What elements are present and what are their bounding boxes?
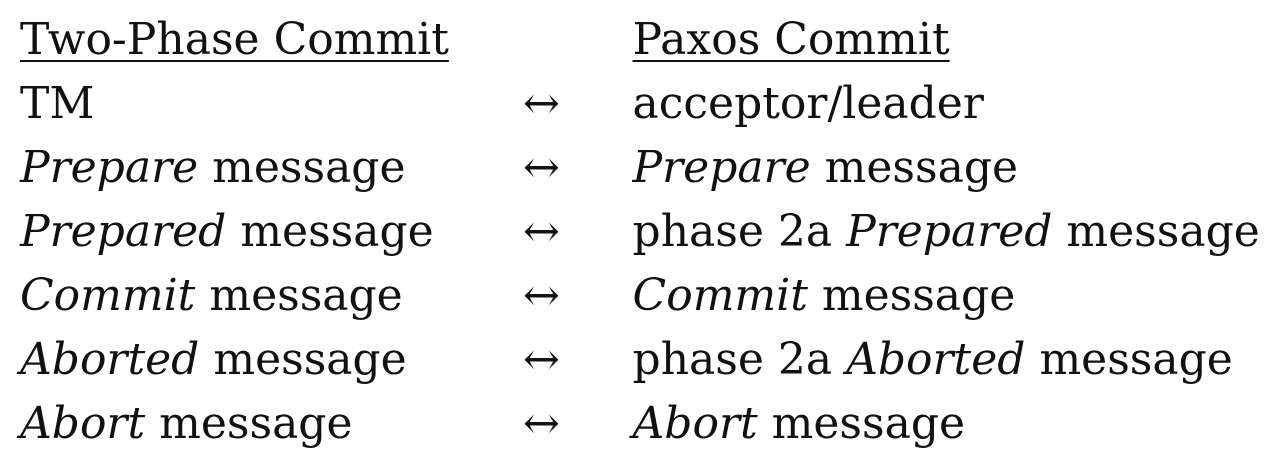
paxos-term: acceptor/leader bbox=[633, 72, 1260, 136]
mapping-row: Aborted message ↔ phase 2a Aborted messa… bbox=[20, 328, 1260, 392]
right-column-header: Paxos Commit bbox=[633, 8, 1260, 72]
term-text: message bbox=[757, 398, 966, 449]
term-italic: Aborted bbox=[846, 334, 1026, 385]
term-italic: Commit bbox=[632, 270, 808, 321]
paxos-term: Abort message bbox=[633, 392, 1260, 456]
term-text: message bbox=[226, 206, 434, 257]
term-italic: Abort bbox=[632, 398, 758, 449]
two-phase-term: Abort message bbox=[20, 392, 523, 456]
term-text: message bbox=[199, 334, 407, 385]
term-italic: Prepare bbox=[20, 142, 199, 193]
two-phase-term: Commit message bbox=[20, 264, 523, 328]
term-text: message bbox=[195, 270, 403, 321]
term-italic: Abort bbox=[20, 398, 146, 449]
term-text: message bbox=[810, 142, 1019, 193]
paxos-term: phase 2a Aborted message bbox=[633, 328, 1260, 392]
term-text: message bbox=[198, 142, 406, 193]
term-text: message bbox=[1025, 334, 1233, 385]
term-text: message bbox=[807, 270, 1016, 321]
term-text: TM bbox=[20, 78, 95, 129]
term-prefix: acceptor/leader bbox=[632, 78, 984, 129]
mapping-row: Prepared message ↔ phase 2a Prepared mes… bbox=[20, 200, 1260, 264]
term-prefix: phase 2a bbox=[632, 334, 847, 385]
mapping-row: Prepare message ↔ Prepare message bbox=[20, 136, 1260, 200]
mapping-row: TM ↔ acceptor/leader bbox=[20, 72, 1260, 136]
header-row: Two-Phase Commit Paxos Commit bbox=[20, 8, 1260, 72]
two-phase-commit-heading: Two-Phase Commit bbox=[20, 14, 449, 65]
correspondence-arrow: ↔ bbox=[522, 78, 560, 129]
term-italic: Prepare bbox=[632, 142, 811, 193]
mapping-row: Commit message ↔ Commit message bbox=[20, 264, 1260, 328]
left-column-header: Two-Phase Commit bbox=[20, 8, 523, 72]
term-italic: Prepared bbox=[846, 206, 1053, 257]
correspondence-arrow: ↔ bbox=[522, 206, 560, 257]
paxos-commit-heading: Paxos Commit bbox=[632, 14, 950, 65]
term-text: message bbox=[1052, 206, 1260, 257]
term-italic: Prepared bbox=[20, 206, 227, 257]
two-phase-term: Aborted message bbox=[20, 328, 523, 392]
correspondence-arrow: ↔ bbox=[522, 334, 560, 385]
two-phase-term: TM bbox=[20, 72, 523, 136]
correspondence-arrow: ↔ bbox=[522, 270, 560, 321]
mapping-row: Abort message ↔ Abort message bbox=[20, 392, 1260, 456]
two-phase-term: Prepare message bbox=[20, 136, 523, 200]
term-prefix: phase 2a bbox=[632, 206, 847, 257]
term-italic: Commit bbox=[20, 270, 196, 321]
correspondence-arrow: ↔ bbox=[522, 398, 560, 449]
term-text: message bbox=[145, 398, 353, 449]
correspondence-arrow: ↔ bbox=[522, 142, 560, 193]
paxos-term: phase 2a Prepared message bbox=[633, 200, 1260, 264]
two-phase-term: Prepared message bbox=[20, 200, 523, 264]
correspondence-table: Two-Phase Commit Paxos Commit TM ↔ accep… bbox=[20, 8, 1260, 456]
term-italic: Aborted bbox=[20, 334, 200, 385]
paxos-term: Prepare message bbox=[633, 136, 1260, 200]
paxos-term: Commit message bbox=[633, 264, 1260, 328]
